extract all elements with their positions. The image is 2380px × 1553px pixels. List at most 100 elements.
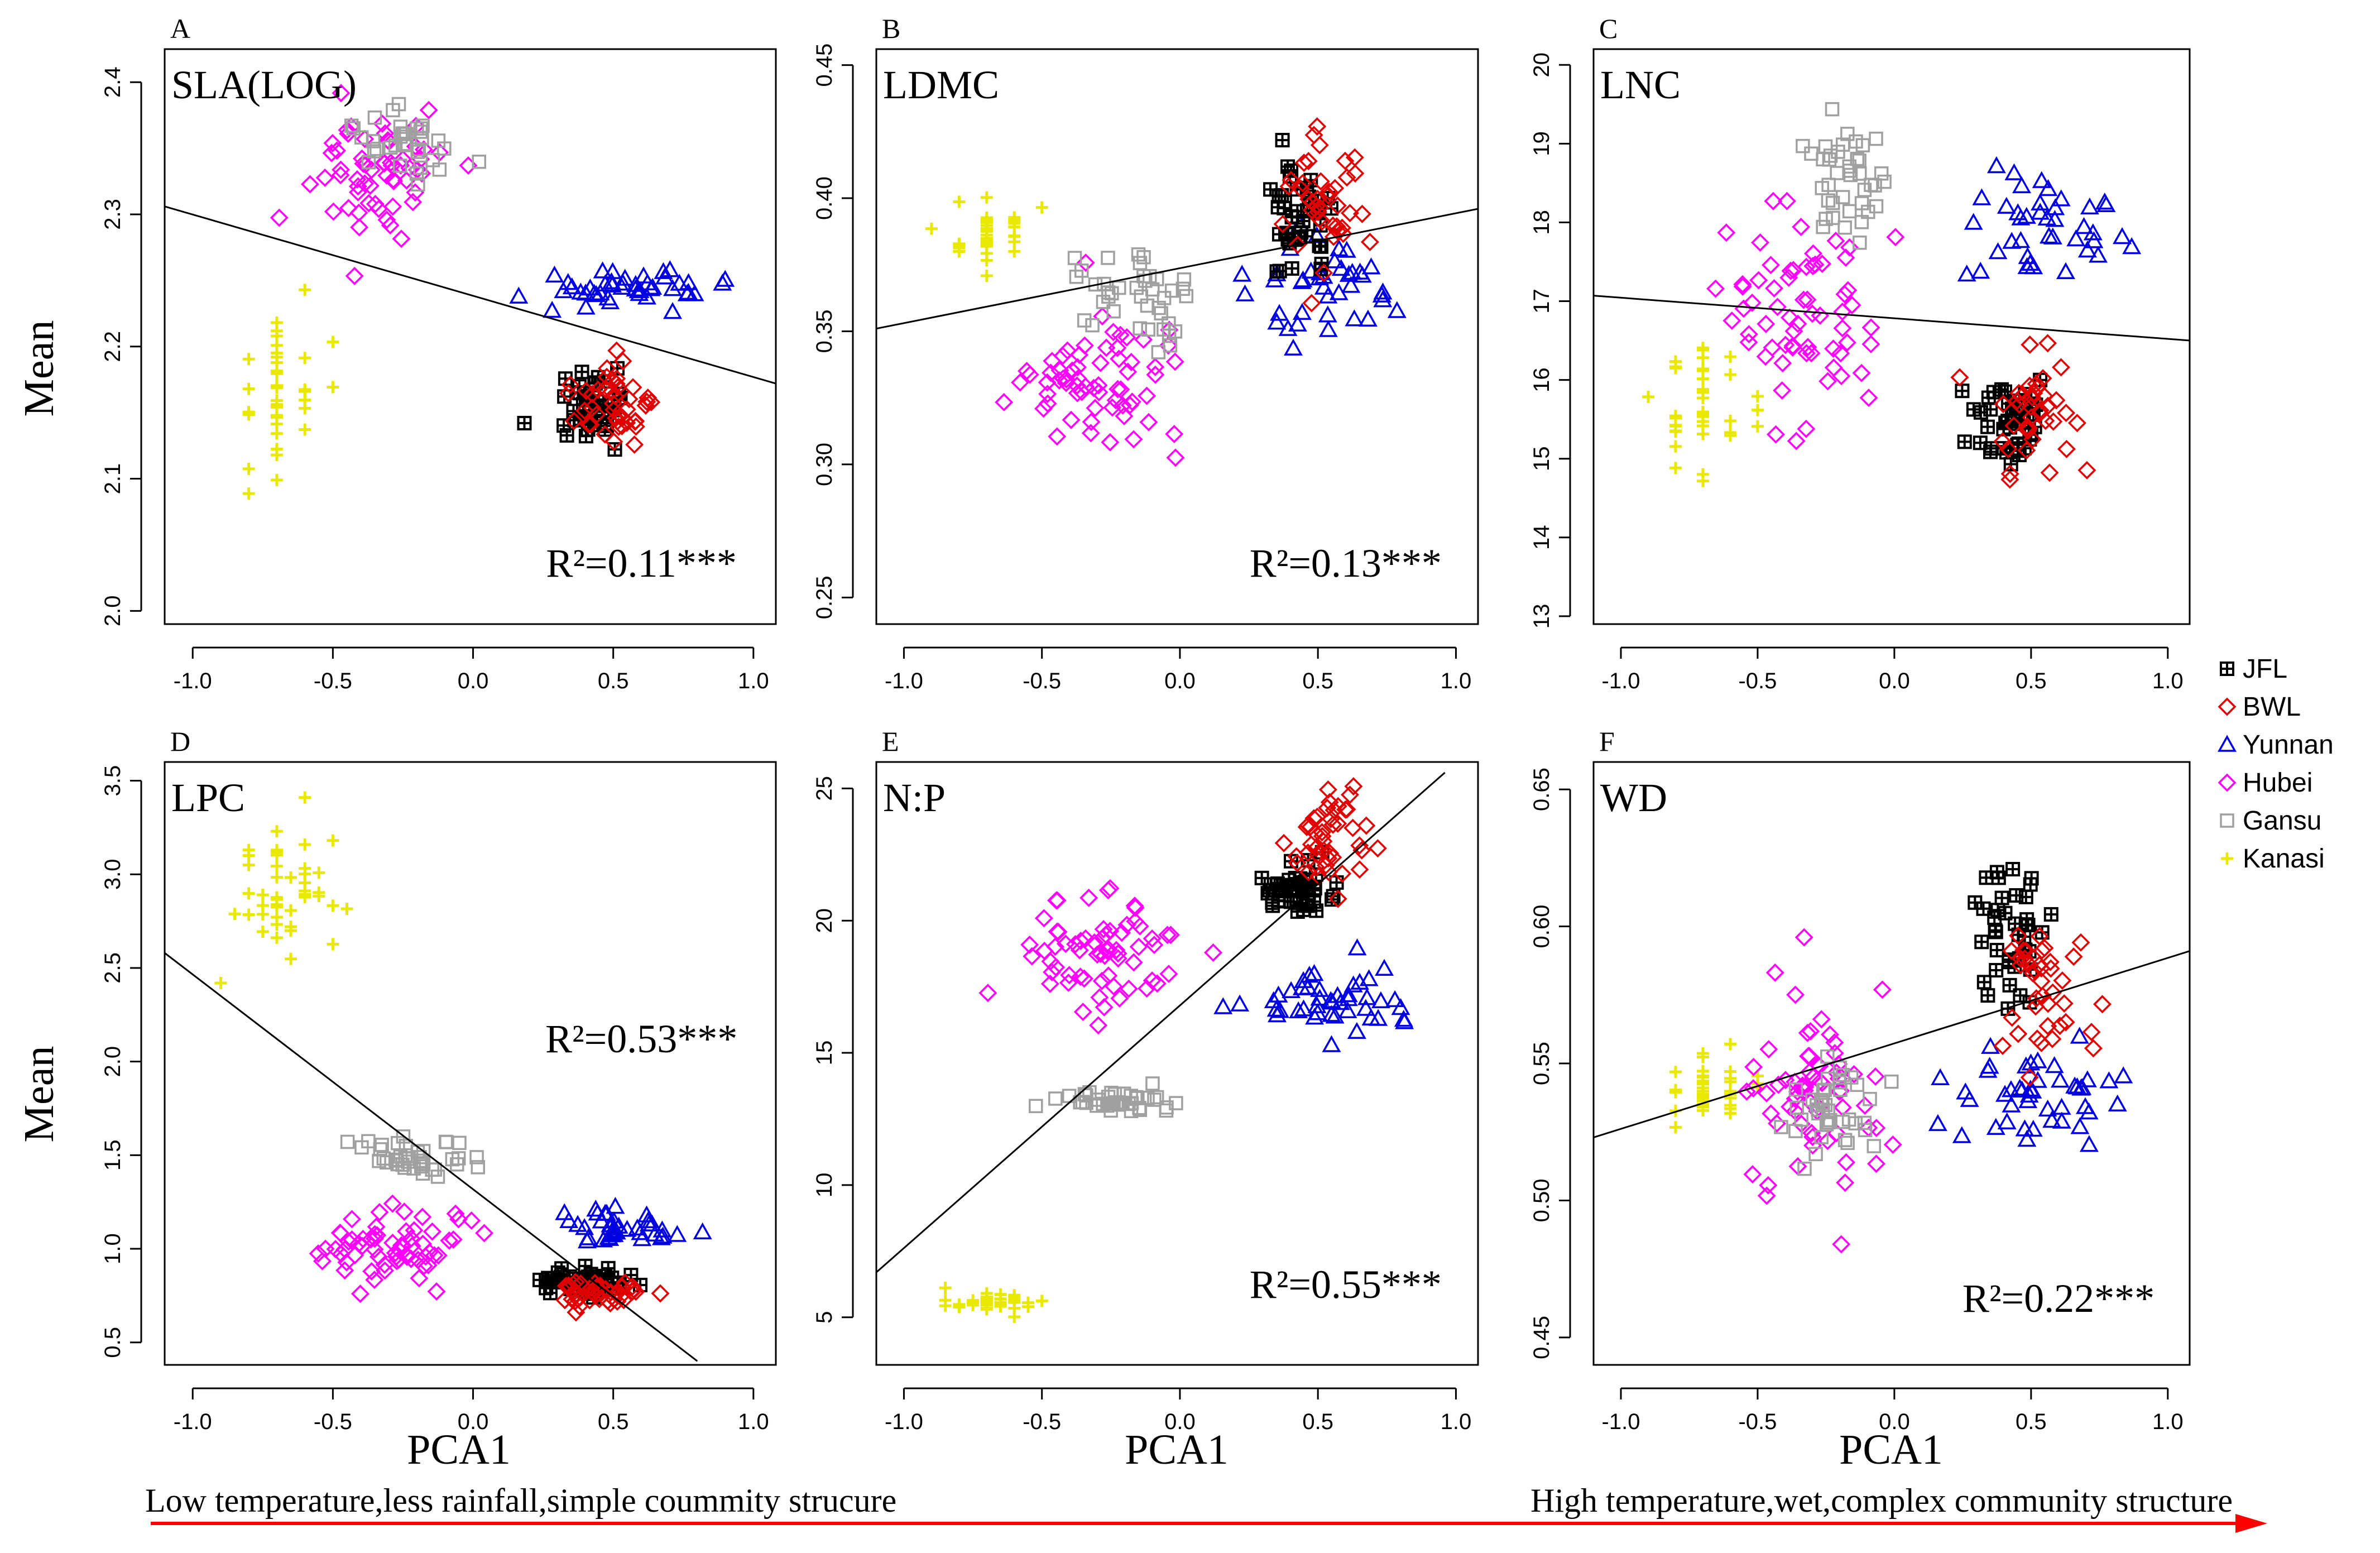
point-bwl (1291, 179, 1310, 198)
point-bwl (2051, 1017, 2070, 1036)
y-tick-label: 18 (1529, 210, 1554, 235)
point-bwl (1993, 432, 2012, 451)
point-yunnan (562, 277, 582, 295)
point-kanasi (270, 443, 283, 456)
point-yunnan (2076, 1097, 2095, 1114)
series-bwl (1950, 334, 2096, 489)
point-hubei (402, 1249, 421, 1268)
point-hubei (1086, 399, 1105, 418)
point-bwl (561, 375, 580, 394)
point-bwl (2035, 938, 2054, 957)
point-yunnan (2038, 1099, 2057, 1117)
point-kanasi (285, 904, 298, 917)
point-gansu (1869, 131, 1883, 146)
point-hubei (392, 229, 411, 248)
point-hubei (1756, 347, 1775, 366)
point-yunnan (1267, 313, 1287, 330)
legend-item-kanasi: Kanasi (2221, 844, 2325, 874)
point-gansu (411, 177, 425, 191)
point-yunnan (1322, 1005, 1341, 1022)
point-hubei (366, 1225, 385, 1244)
point-hubei (1783, 338, 1802, 357)
y-tick-label: 3.0 (100, 859, 125, 890)
point-hubei (1812, 1010, 1831, 1029)
point-kanasi (1021, 1300, 1034, 1313)
point-hubei (1739, 333, 1758, 352)
point-hubei (1119, 979, 1138, 998)
point-gansu (1140, 1090, 1155, 1105)
point-bwl (2026, 997, 2045, 1016)
point-hubei (1110, 989, 1129, 1008)
point-gansu (1090, 1098, 1104, 1113)
x-tick-label: 0.5 (598, 669, 629, 693)
series-kanasi (925, 191, 1048, 282)
point-hubei (1757, 314, 1776, 333)
point-hubei (361, 1230, 380, 1249)
point-kanasi (1642, 390, 1654, 403)
point-kanasi (1008, 1311, 1021, 1324)
point-yunnan (1293, 270, 1313, 287)
point-hubei (1058, 341, 1077, 360)
y-tick-label: 2.2 (100, 331, 125, 362)
x-tick-label: -1.0 (885, 669, 923, 693)
point-hubei (1124, 430, 1143, 449)
point-gansu (1850, 151, 1865, 166)
point-bwl (2020, 1068, 2039, 1087)
point-bwl (1352, 204, 1371, 223)
series-yunnan (555, 1197, 712, 1249)
point-hubei (1035, 942, 1054, 960)
point-gansu (1788, 1082, 1803, 1097)
point-bwl (1350, 860, 1369, 879)
point-bwl (1357, 816, 1376, 835)
series-bwl (1993, 926, 2112, 1087)
point-kanasi (1696, 408, 1709, 421)
point-hubei (1751, 233, 1770, 252)
x-tick-label: 1.0 (1441, 669, 1472, 693)
point-kanasi (299, 394, 311, 406)
point-yunnan (1338, 1001, 1357, 1018)
point-hubei (1060, 966, 1079, 985)
point-bwl (1307, 858, 1326, 877)
point-bwl (626, 1282, 645, 1301)
x-tick-label: -1.0 (885, 1410, 923, 1434)
point-yunnan (655, 267, 674, 285)
point-hubei (1090, 383, 1109, 402)
point-jfl (1263, 182, 1278, 197)
point-hubei (1096, 925, 1115, 944)
y-tick-label: 15 (1529, 446, 1554, 471)
point-bwl (607, 369, 626, 388)
point-hubei (1038, 394, 1057, 413)
legend-label-jfl: JFL (2243, 654, 2287, 684)
point-hubei (1023, 947, 1042, 966)
y-tick-label: 20 (1529, 52, 1554, 78)
point-kanasi (313, 866, 325, 879)
point-gansu (451, 1151, 466, 1166)
point-yunnan (1213, 997, 1233, 1014)
point-bwl (2016, 949, 2034, 968)
point-yunnan (1395, 1012, 1414, 1029)
point-gansu (1816, 219, 1830, 234)
data-points (242, 84, 735, 500)
point-jfl (1957, 434, 1972, 449)
series-yunnan (1213, 938, 1414, 1052)
point-kanasi (1751, 404, 1764, 416)
point-yunnan (1270, 1001, 1290, 1018)
point-bwl (2011, 956, 2030, 975)
point-yunnan (645, 1224, 665, 1242)
y-tick-label: 2.3 (100, 199, 125, 230)
point-yunnan (670, 274, 689, 291)
point-yunnan (2065, 1076, 2085, 1094)
x-tick-label: 0.5 (2016, 669, 2047, 693)
point-yunnan (2077, 240, 2097, 258)
point-gansu (1818, 139, 1833, 154)
point-gansu (1794, 1112, 1808, 1127)
point-hubei (322, 143, 341, 162)
x-tick-label: 0.5 (1302, 1410, 1333, 1434)
point-hubei (1148, 974, 1167, 993)
point-hubei (339, 199, 358, 218)
point-yunnan (632, 1229, 652, 1247)
point-hubei (475, 1224, 494, 1243)
legend-label-gansu: Gansu (2243, 806, 2321, 836)
point-hubei (1757, 1186, 1776, 1205)
point-yunnan (1385, 990, 1405, 1008)
